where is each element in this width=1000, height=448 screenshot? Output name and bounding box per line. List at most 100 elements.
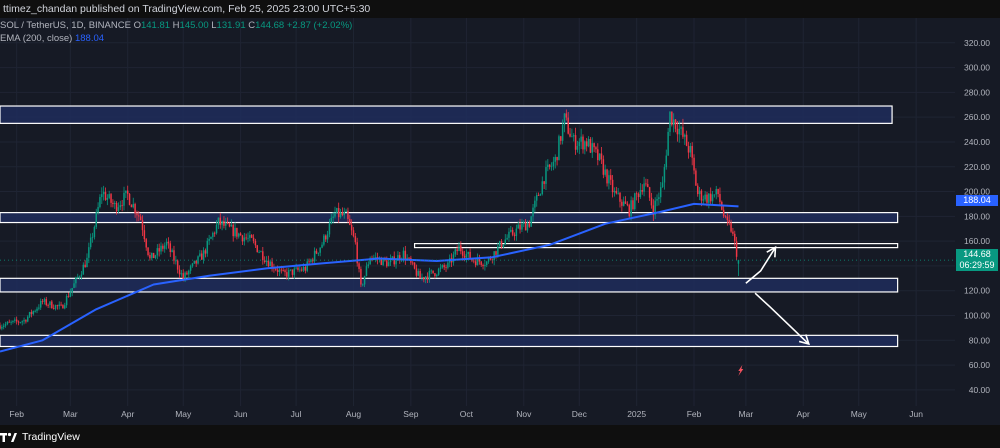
candle-body xyxy=(78,276,81,278)
drop-arrow xyxy=(754,292,810,345)
candle-body xyxy=(711,194,714,202)
candle-body xyxy=(336,208,338,213)
candle-body xyxy=(541,181,544,195)
candle-body xyxy=(291,269,294,275)
candle-body xyxy=(51,301,53,309)
candle-body xyxy=(158,248,160,252)
candle-body xyxy=(436,274,438,276)
candle-body xyxy=(428,270,431,280)
candle-body xyxy=(106,197,109,200)
candle-body xyxy=(708,193,710,203)
x-tick-label: Jul xyxy=(291,409,302,419)
legend-ema-row[interactable]: EMA (200, close) 188.04 xyxy=(0,33,104,44)
candle-body xyxy=(521,223,523,230)
candle-body xyxy=(14,319,16,321)
candle-body xyxy=(280,269,283,271)
candle-body xyxy=(423,277,425,280)
candle-body xyxy=(175,260,177,262)
candle-body xyxy=(180,273,183,275)
x-tick-label: Mar xyxy=(63,409,78,419)
candle-body xyxy=(552,161,555,167)
candle-body xyxy=(502,244,505,248)
candle-body xyxy=(591,143,593,153)
candle-body xyxy=(574,135,577,150)
candle-body xyxy=(324,235,327,240)
candle-body xyxy=(523,222,525,224)
price-chart[interactable]: 320.00 300.00 280.00 260.00 240.00 220.00 200.… xyxy=(0,18,1000,425)
candle-layer xyxy=(0,109,740,331)
candle-body xyxy=(421,277,423,279)
candle-body xyxy=(504,239,507,245)
candle-body xyxy=(238,233,240,237)
candle-body xyxy=(115,203,118,212)
candle-body xyxy=(334,212,336,217)
candle-body xyxy=(667,131,669,156)
candle-body xyxy=(589,138,592,153)
y-tick-label: 280.00 xyxy=(964,87,990,97)
bounce-arrow xyxy=(745,246,777,284)
candle-body xyxy=(404,250,407,260)
candle-body xyxy=(67,296,70,297)
candle-body xyxy=(241,235,244,242)
candle-body xyxy=(178,269,181,275)
candle-body xyxy=(339,212,342,218)
candle-body xyxy=(230,224,233,227)
candle-body xyxy=(709,193,712,202)
x-tick-label: Apr xyxy=(121,409,134,419)
candle-body xyxy=(197,256,199,264)
candle-body xyxy=(595,147,597,150)
candle-body xyxy=(217,217,220,225)
candle-body xyxy=(195,260,197,264)
candle-body xyxy=(39,300,42,308)
candle-body xyxy=(356,242,358,264)
candle-body xyxy=(402,250,405,260)
candle-body xyxy=(517,224,519,229)
candle-body xyxy=(110,194,112,203)
candle-body xyxy=(419,271,421,279)
candle-body xyxy=(117,207,120,212)
candle-body xyxy=(704,194,706,200)
candle-body xyxy=(678,128,680,135)
candle-body xyxy=(165,241,168,246)
tradingview-brand[interactable]: TradingView xyxy=(0,425,80,448)
candle-body xyxy=(582,136,584,150)
candle-body xyxy=(91,237,94,238)
candle-body xyxy=(186,272,188,275)
candle-body xyxy=(469,251,471,260)
candle-body xyxy=(308,261,310,263)
candle-body xyxy=(349,218,351,225)
candle-body xyxy=(121,205,123,206)
candle-body xyxy=(572,135,575,137)
candle-body xyxy=(119,205,122,208)
candle-body xyxy=(236,227,238,237)
candle-body xyxy=(226,222,229,224)
candle-body xyxy=(250,234,253,238)
candle-body xyxy=(49,301,51,306)
resistance-zone-mid xyxy=(0,212,899,224)
candle-body xyxy=(32,311,35,315)
candle-body xyxy=(17,321,20,323)
candle-body xyxy=(669,111,671,132)
candle-body xyxy=(276,269,279,272)
candle-body xyxy=(526,223,529,231)
candle-body xyxy=(306,261,308,271)
candle-body xyxy=(606,169,608,184)
candle-body xyxy=(630,200,632,217)
candle-body xyxy=(4,324,7,326)
candle-body xyxy=(585,141,588,147)
candle-body xyxy=(271,261,273,268)
candle-body xyxy=(223,221,225,226)
candle-body xyxy=(169,243,172,252)
candle-body xyxy=(734,233,736,242)
candle-body xyxy=(380,258,383,265)
candle-body xyxy=(621,201,623,206)
candle-body xyxy=(41,300,44,302)
candle-body xyxy=(715,189,717,195)
candle-body xyxy=(278,269,281,272)
support-zone-low xyxy=(0,334,899,348)
legend-high: 145.00 xyxy=(179,20,209,31)
candle-body xyxy=(125,190,127,193)
y-tick-label: 100.00 xyxy=(964,311,990,321)
candle-body xyxy=(382,257,384,265)
candle-body xyxy=(134,203,136,214)
